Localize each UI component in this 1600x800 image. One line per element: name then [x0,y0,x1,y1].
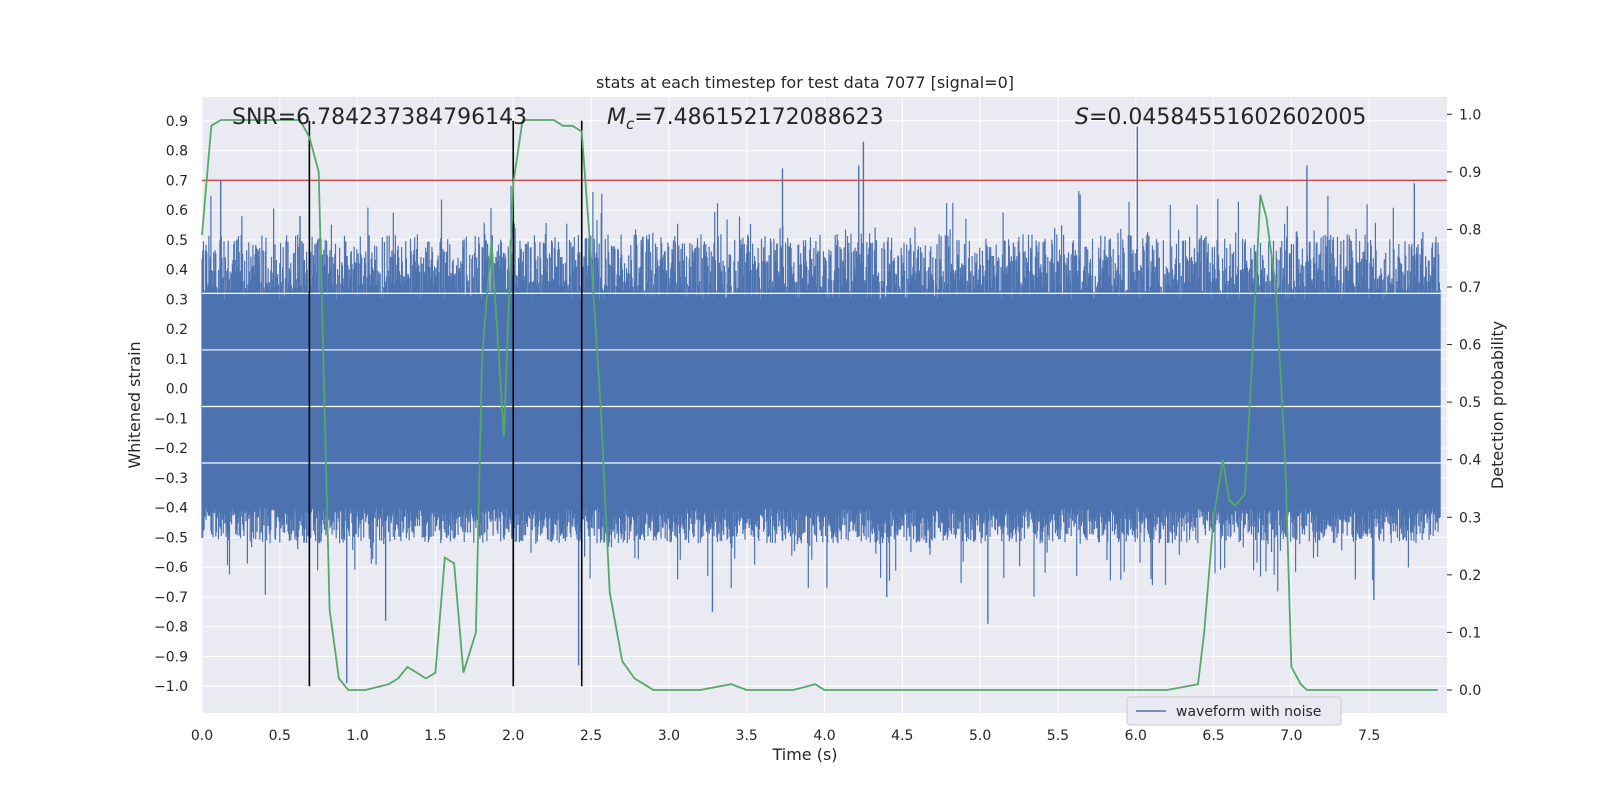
y-right-tick-label: 0.8 [1459,222,1481,238]
y-axis-right-ticks: 1.0 0.9 0.8 0.7 0.6 0.5 0.4 0.3 0.2 0.1 0.0 [1447,107,1481,699]
y-left-tick-label: −0.7 [154,590,188,606]
y-left-tick-label: −1.0 [154,679,188,695]
x-tick-label: 4.0 [813,728,835,744]
probability-line [201,119,1438,691]
y-right-tick-label: 0.0 [1459,683,1481,699]
s-value: =0.04584551602602005 [1089,105,1366,130]
x-tick-label: 4.5 [891,728,913,744]
s-annotation: S=0.04584551602602005 [1075,105,1366,130]
x-tick-label: 2.0 [502,728,524,744]
y-right-tick-label: 1.0 [1459,107,1481,123]
probability-series [201,119,1438,691]
x-tick-label: 3.5 [736,728,758,744]
x-tick-label: 6.5 [1202,728,1224,744]
y-left-tick-label: 0.5 [166,233,188,249]
y-left-tick-label: −0.4 [154,501,188,517]
y-right-tick-label: 0.4 [1459,453,1481,469]
waveform-series [201,126,1447,684]
x-tick-label: 7.0 [1280,728,1302,744]
y-left-tick-label: 0.7 [166,173,188,189]
y-left-tick-label: −0.2 [154,441,188,457]
x-tick-label: 0.5 [269,728,291,744]
y-right-tick-label: 0.6 [1459,338,1481,354]
chirp-mass-subscript: c [626,115,635,133]
y-right-tick-label: 0.2 [1459,568,1481,584]
s-symbol: S [1075,105,1089,130]
y-left-tick-label: 0.6 [166,203,188,219]
legend-label-waveform: waveform with noise [1176,704,1321,720]
vertical-markers [308,120,583,687]
y-left-tick-label: 0.8 [166,144,188,160]
x-axis-label: Time (s) [771,745,837,764]
x-tick-label: 5.0 [969,728,991,744]
y-right-tick-label: 0.7 [1459,280,1481,296]
y-left-tick-label: 0.4 [166,263,188,279]
y-left-tick-label: 0.0 [166,382,188,398]
y-left-tick-label: 0.9 [166,114,188,130]
y-axis-left-label: Whitened strain [125,341,144,468]
y-left-tick-label: 0.2 [166,322,188,338]
y-axis-right-label: Detection probability [1488,321,1507,489]
y-right-tick-label: 0.3 [1459,510,1481,526]
y-right-tick-label: 0.5 [1459,395,1481,411]
x-tick-label: 1.5 [424,728,446,744]
legend: waveform with noise [1126,696,1342,726]
y-left-tick-label: −0.9 [154,649,188,665]
y-left-tick-label: −0.8 [154,620,188,636]
chirp-mass-symbol: M [607,105,626,130]
y-axis-left-ticks: 0.9 0.8 0.7 0.6 0.5 0.4 0.3 0.2 0.1 0.0 −0.1 −0.2 −0… [154,114,188,695]
y-right-tick-label: 0.9 [1459,165,1481,181]
x-tick-label: 3.0 [658,728,680,744]
x-axis-ticks: 0.0 0.5 1.0 1.5 2.0 2.5 3.0 3.5 4.0 4.5 5.0 5.5 6.0 6… [191,728,1380,744]
y-left-tick-label: −0.5 [154,530,188,546]
chirp-mass-annotation: Mc=7.486152172088623 [607,105,884,133]
waveform-trace [201,185,1441,597]
y-left-tick-label: −0.3 [154,471,188,487]
x-tick-label: 6.0 [1125,728,1147,744]
chirp-mass-value: =7.486152172088623 [634,105,883,130]
snr-annotation: SNR=6.784237384796143 [232,105,527,130]
x-tick-label: 0.0 [191,728,213,744]
y-right-tick-label: 0.1 [1459,625,1481,641]
x-tick-label: 7.5 [1358,728,1380,744]
y-left-tick-label: 0.3 [166,292,188,308]
x-tick-label: 2.5 [580,728,602,744]
y-left-tick-label: 0.1 [166,352,188,368]
y-left-tick-label: −0.6 [154,560,188,576]
y-left-tick-label: −0.1 [154,411,188,427]
chart-title: stats at each timestep for test data 707… [596,73,1014,92]
x-tick-label: 5.5 [1047,728,1069,744]
legend-box [1126,696,1342,726]
x-tick-label: 1.0 [346,728,368,744]
